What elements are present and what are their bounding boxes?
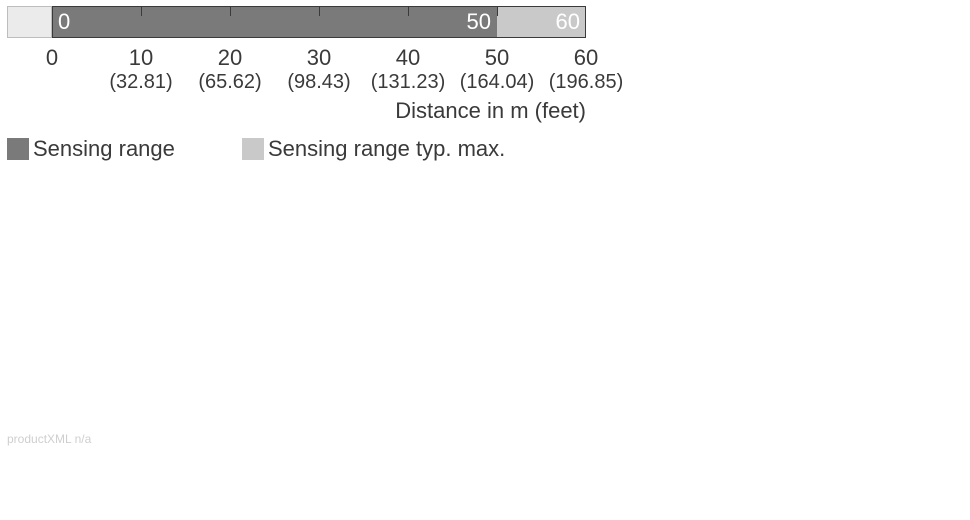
tick-label-m: 10 xyxy=(129,45,153,71)
tick-label-m: 40 xyxy=(396,45,420,71)
tick-label-ft: (196.85) xyxy=(549,71,624,94)
footer-text: productXML n/a xyxy=(7,432,91,446)
axis-tick xyxy=(230,6,231,16)
legend-label-1: Sensing range typ. max. xyxy=(268,136,505,162)
tick-label-ft: (98.43) xyxy=(287,71,350,94)
tick-label-ft: (32.81) xyxy=(109,71,172,94)
axis-tick xyxy=(497,6,498,16)
tick-label-m: 20 xyxy=(218,45,242,71)
tick-label-m: 60 xyxy=(574,45,598,71)
sensing-range-chart: 05060010(32.81)20(65.62)30(98.43)40(131.… xyxy=(0,0,970,520)
lead-box xyxy=(7,6,52,38)
axis-tick xyxy=(319,6,320,16)
axis-tick xyxy=(408,6,409,16)
axis-tick xyxy=(141,6,142,16)
tick-label-ft: (164.04) xyxy=(460,71,535,94)
legend-swatch-1 xyxy=(242,138,264,160)
tick-label-ft: (131.23) xyxy=(371,71,446,94)
legend-swatch-0 xyxy=(7,138,29,160)
tick-label-m: 50 xyxy=(485,45,509,71)
axis-title: Distance in m (feet) xyxy=(0,98,586,124)
legend-label-0: Sensing range xyxy=(33,136,175,162)
tick-label-ft: (65.62) xyxy=(198,71,261,94)
tick-label-m: 0 xyxy=(46,45,58,71)
tick-label-m: 30 xyxy=(307,45,331,71)
